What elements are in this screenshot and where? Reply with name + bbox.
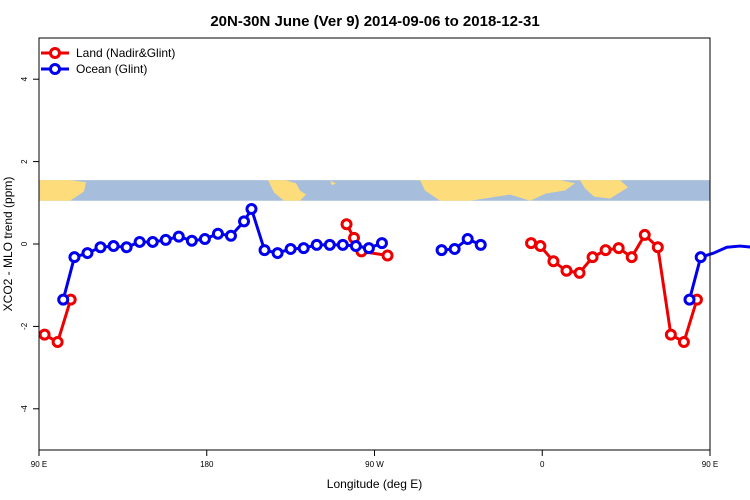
world-map-band xyxy=(39,180,710,201)
data-point xyxy=(51,336,64,349)
series-1-line-1 xyxy=(441,237,482,252)
x-tick-label: 90 E xyxy=(31,460,47,469)
chart-title: 20N-30N June (Ver 9) 2014-09-06 to 2018-… xyxy=(210,13,539,30)
map-land-3 xyxy=(580,180,628,199)
data-point xyxy=(612,242,625,255)
data-point xyxy=(120,241,133,254)
data-point xyxy=(159,233,172,246)
data-point xyxy=(297,242,310,255)
data-point xyxy=(625,251,638,264)
y-tick-label: -4 xyxy=(20,405,29,413)
x-tick-label: 90 W xyxy=(365,460,384,469)
data-point xyxy=(198,233,211,246)
data-point xyxy=(146,235,159,248)
series-1-line-0 xyxy=(61,207,383,301)
data-point xyxy=(172,230,185,243)
y-tick-label: 0 xyxy=(20,241,29,246)
data-point xyxy=(638,228,651,241)
data-point xyxy=(68,251,81,264)
data-point xyxy=(336,238,349,251)
series-1 xyxy=(57,202,750,306)
data-point xyxy=(258,244,271,257)
x-tick-label: 0 xyxy=(540,460,545,469)
data-point xyxy=(38,328,51,341)
data-point xyxy=(245,202,258,215)
data-point xyxy=(238,215,251,228)
legend-item-ocean: Ocean (Glint) xyxy=(41,62,147,76)
data-point xyxy=(375,237,388,250)
data-point xyxy=(664,328,677,341)
data-point xyxy=(284,242,297,255)
data-point xyxy=(310,238,323,251)
x-tick-label: 180 xyxy=(200,460,214,469)
y-axis-label: XCO2 - MLO trend (ppm) xyxy=(1,177,15,312)
map-land-0 xyxy=(39,180,86,201)
data-point xyxy=(461,233,474,246)
data-point xyxy=(547,255,560,268)
data-point xyxy=(573,266,586,279)
data-point xyxy=(599,244,612,257)
x-axis-label: Longitude (deg E) xyxy=(327,477,422,491)
data-point xyxy=(340,218,353,231)
series-layer xyxy=(38,202,750,349)
data-point xyxy=(349,240,362,253)
legend-marker-land xyxy=(49,47,61,59)
data-point xyxy=(271,247,284,260)
legend-label-ocean: Ocean (Glint) xyxy=(76,62,147,76)
legend-label-land: Land (Nadir&Glint) xyxy=(76,46,175,60)
data-point xyxy=(525,237,538,250)
data-point xyxy=(435,244,448,257)
data-point xyxy=(323,238,336,251)
data-point xyxy=(694,251,707,264)
data-point xyxy=(185,234,198,247)
legend-marker-ocean xyxy=(49,63,61,75)
legend: Land (Nadir&Glint) Ocean (Glint) xyxy=(41,46,175,76)
legend-item-land: Land (Nadir&Glint) xyxy=(41,46,175,60)
data-point xyxy=(81,247,94,260)
data-point xyxy=(683,293,696,306)
axes: 90 E 180 90 W 0 90 E -4 -2 0 2 4 xyxy=(20,76,718,469)
map-land-4 xyxy=(330,181,336,186)
data-point xyxy=(211,227,224,240)
data-point xyxy=(362,242,375,255)
data-point xyxy=(586,251,599,264)
data-point xyxy=(534,240,547,253)
data-point xyxy=(381,249,394,262)
map-land-1 xyxy=(268,180,306,201)
data-point xyxy=(94,241,107,254)
x-tick-label: 90 E xyxy=(702,460,718,469)
series-1-line-2 xyxy=(688,244,750,301)
data-point xyxy=(224,229,237,242)
data-point xyxy=(133,235,146,248)
data-point xyxy=(651,241,664,254)
map-land-5 xyxy=(521,191,527,196)
plot-frame xyxy=(38,37,711,451)
data-point xyxy=(677,336,690,349)
data-point xyxy=(474,238,487,251)
y-tick-label: 2 xyxy=(20,159,29,164)
data-point xyxy=(107,240,120,253)
y-tick-label: 4 xyxy=(20,76,29,81)
data-point xyxy=(448,242,461,255)
y-tick-label: -2 xyxy=(20,322,29,330)
map-land-2 xyxy=(420,180,575,201)
data-point xyxy=(560,264,573,277)
data-point xyxy=(57,293,70,306)
